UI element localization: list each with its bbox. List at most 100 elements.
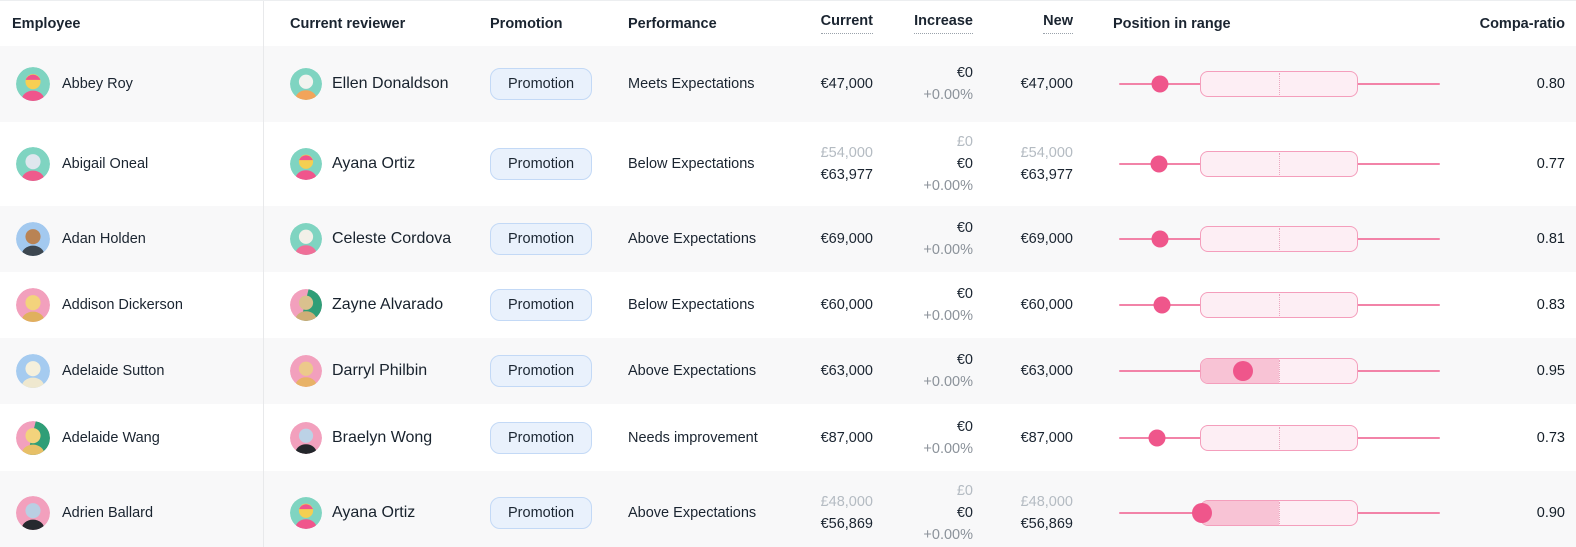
range-midpoint-line bbox=[1279, 294, 1280, 316]
new-salary-cell: €63,000 bbox=[983, 360, 1083, 382]
column-header-increase[interactable]: Increase bbox=[883, 13, 983, 34]
current-value-line: €60,000 bbox=[820, 297, 873, 313]
increase-value-line: €0 bbox=[956, 65, 973, 81]
increase-cell: £0 €0 +0.00% bbox=[883, 480, 983, 546]
employee-name: Adrien Ballard bbox=[62, 505, 154, 521]
range-midpoint-line bbox=[1279, 73, 1280, 95]
table-row[interactable]: Adan Holden Celeste Cordova Promotion Ab… bbox=[0, 206, 1576, 272]
table-row[interactable]: Adelaide Sutton Darryl Philbin Promotion… bbox=[0, 338, 1576, 404]
position-dot[interactable] bbox=[1153, 296, 1171, 314]
range-midpoint-line bbox=[1279, 426, 1280, 449]
compa-ratio-cell: 0.90 bbox=[1455, 504, 1576, 522]
new-value-line: €47,000 bbox=[1020, 76, 1073, 92]
position-dot[interactable] bbox=[1150, 155, 1168, 173]
increase-value-line: €0 bbox=[956, 418, 973, 435]
current-value-line: €56,869 bbox=[820, 516, 873, 532]
increase-value-line: £0 bbox=[956, 483, 973, 499]
promotion-cell: Promotion bbox=[480, 355, 600, 387]
avatar-illustration bbox=[16, 147, 50, 181]
promotion-cell: Promotion bbox=[480, 223, 600, 255]
performance-cell: Above Expectations bbox=[600, 362, 790, 380]
current-salary-cell: €60,000 bbox=[790, 294, 883, 316]
increase-value-line: £0 bbox=[956, 134, 973, 150]
position-dot[interactable] bbox=[1192, 503, 1212, 523]
compa-ratio-value: 0.95 bbox=[1536, 363, 1565, 379]
column-header-new[interactable]: New bbox=[983, 13, 1083, 34]
promotion-button[interactable]: Promotion bbox=[490, 223, 593, 255]
new-salary-cell: £48,000 €56,869 bbox=[983, 491, 1083, 535]
new-salary-cell: £54,000 €63,977 bbox=[983, 142, 1083, 186]
employee-cell: Adelaide Sutton bbox=[0, 338, 264, 404]
promotion-cell: Promotion bbox=[480, 148, 600, 180]
increase-cell: €0 +0.00% bbox=[883, 416, 983, 460]
performance-rating: Above Expectations bbox=[628, 231, 757, 247]
avatar-illustration bbox=[16, 67, 50, 101]
current-value-line: €63,000 bbox=[820, 363, 873, 379]
column-header-current[interactable]: Current bbox=[790, 13, 883, 34]
compa-ratio-value: 0.77 bbox=[1536, 156, 1565, 172]
table-body: Abbey Roy Ellen Donaldson Promotion Meet… bbox=[0, 46, 1576, 547]
new-value-line: €87,000 bbox=[1020, 429, 1073, 446]
avatar-illustration bbox=[16, 288, 50, 322]
column-header-performance: Performance bbox=[628, 15, 717, 32]
position-dot[interactable] bbox=[1151, 230, 1169, 248]
range-midpoint-line bbox=[1279, 153, 1280, 175]
performance-rating: Below Expectations bbox=[628, 297, 755, 313]
promotion-button[interactable]: Promotion bbox=[490, 497, 593, 529]
current-salary-cell: €47,000 bbox=[790, 73, 883, 95]
promotion-button[interactable]: Promotion bbox=[490, 68, 593, 100]
range-midpoint-line bbox=[1279, 228, 1280, 250]
position-in-range-cell bbox=[1083, 225, 1455, 253]
current-value-line: €69,000 bbox=[820, 231, 873, 247]
position-dot[interactable] bbox=[1151, 75, 1169, 93]
increase-value-line: €0 bbox=[956, 352, 973, 368]
compa-ratio-value: 0.83 bbox=[1536, 297, 1565, 313]
current-salary-cell: €87,000 bbox=[790, 427, 883, 449]
performance-rating: Meets Expectations bbox=[628, 76, 755, 92]
range-midpoint-line bbox=[1279, 502, 1280, 524]
employee-name: Adelaide Sutton bbox=[62, 363, 165, 379]
employee-name: Adan Holden bbox=[62, 231, 146, 247]
position-in-range-bar bbox=[1113, 357, 1445, 385]
column-header-current-reviewer: Current reviewer bbox=[290, 15, 406, 32]
table-row[interactable]: Adrien Ballard Ayana Ortiz Promotion Abo… bbox=[0, 471, 1576, 547]
reviewer-name: Celeste Cordova bbox=[332, 230, 452, 247]
promotion-button[interactable]: Promotion bbox=[490, 421, 593, 454]
table-row[interactable]: Abbey Roy Ellen Donaldson Promotion Meet… bbox=[0, 46, 1576, 122]
promotion-button[interactable]: Promotion bbox=[490, 289, 593, 321]
increase-value-line: €0 bbox=[956, 286, 973, 302]
promotion-cell: Promotion bbox=[480, 497, 600, 529]
employee-name: Adelaide Wang bbox=[62, 429, 160, 446]
table-row[interactable]: Abigail Oneal Ayana Ortiz Promotion Belo… bbox=[0, 122, 1576, 206]
new-value-line: €63,977 bbox=[1020, 167, 1073, 183]
table-row[interactable]: Adelaide Wang Braelyn Wong Promotion Nee… bbox=[0, 404, 1576, 471]
table-row[interactable]: Addison Dickerson Zayne Alvarado Promoti… bbox=[0, 272, 1576, 338]
employee-cell: Abbey Roy bbox=[0, 46, 264, 122]
position-in-range-cell bbox=[1083, 357, 1455, 385]
position-in-range-bar bbox=[1113, 70, 1445, 98]
employee-name: Abbey Roy bbox=[62, 76, 133, 92]
compa-ratio-cell: 0.77 bbox=[1455, 155, 1576, 173]
column-header-compa-ratio: Compa-ratio bbox=[1479, 15, 1565, 32]
current-reviewer-cell: Ayana Ortiz bbox=[264, 148, 480, 180]
promotion-button[interactable]: Promotion bbox=[490, 355, 593, 387]
range-midpoint-line bbox=[1279, 360, 1280, 382]
current-value-line: €63,977 bbox=[820, 167, 873, 183]
new-value-line: €63,000 bbox=[1020, 363, 1073, 379]
avatar-illustration bbox=[16, 354, 50, 388]
increase-value-line: €0 bbox=[956, 505, 973, 521]
employee-cell: Adan Holden bbox=[0, 206, 264, 272]
position-dot[interactable] bbox=[1233, 361, 1253, 381]
increase-value-line: +0.00% bbox=[923, 178, 973, 194]
position-in-range-bar bbox=[1113, 291, 1445, 319]
performance-cell: Below Expectations bbox=[600, 296, 790, 314]
range-progress-fill bbox=[1201, 501, 1279, 525]
position-dot[interactable] bbox=[1148, 429, 1166, 446]
avatar-illustration bbox=[16, 222, 50, 256]
promotion-button[interactable]: Promotion bbox=[490, 148, 593, 180]
current-reviewer-cell: Braelyn Wong bbox=[264, 421, 480, 454]
performance-cell: Above Expectations bbox=[600, 504, 790, 522]
reviewer-name: Braelyn Wong bbox=[332, 428, 433, 446]
position-in-range-cell bbox=[1083, 70, 1455, 98]
